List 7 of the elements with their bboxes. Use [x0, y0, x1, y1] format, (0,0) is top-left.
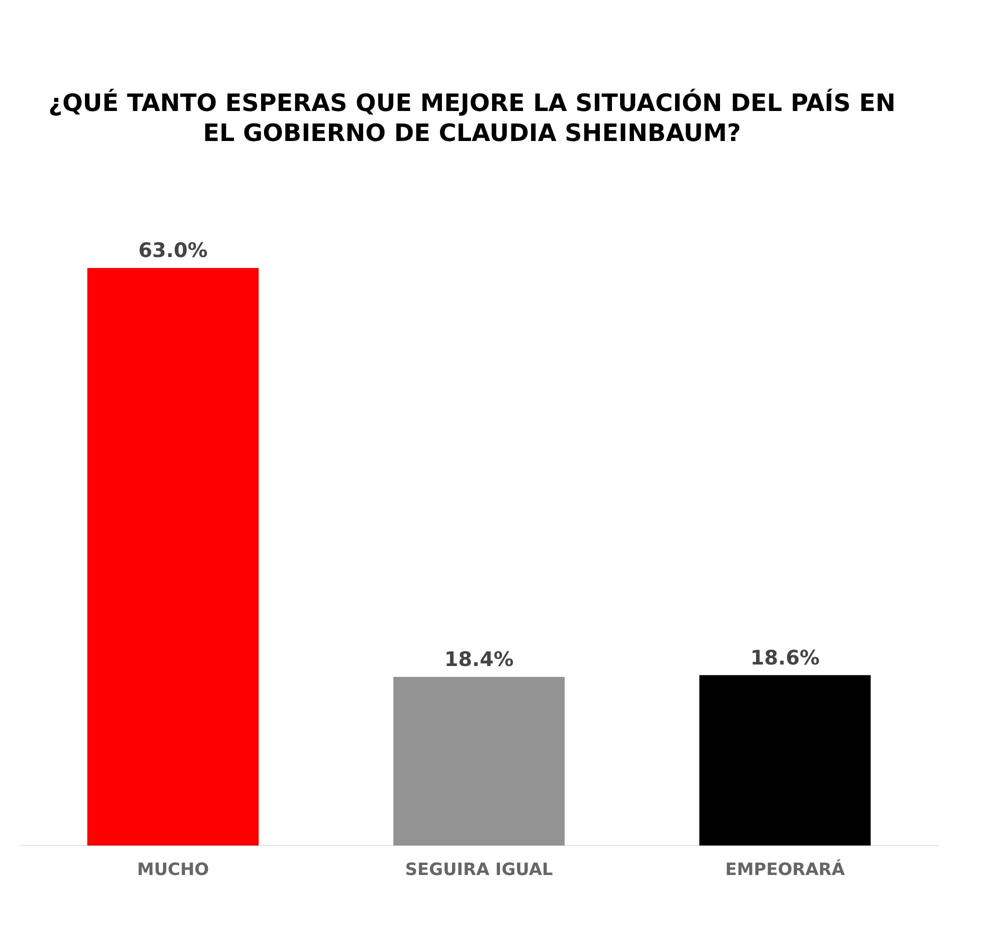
x-tick-label: SEGUIRA IGUAL	[405, 860, 553, 880]
data-label: 18.4%	[444, 647, 514, 672]
data-label: 63.0%	[138, 238, 208, 262]
x-tick-label: EMPEORARÁ	[725, 859, 846, 880]
data-label: 18.6%	[750, 645, 820, 670]
chart-title: ¿QUÉ TANTO ESPERAS QUE MEJORE LA SITUACIÓN DEL PAÍS EN EL GOBIERNO DE CLAUDIA SHEINBAUM?	[47, 88, 897, 148]
x-tick-label: MUCHO	[137, 860, 209, 880]
